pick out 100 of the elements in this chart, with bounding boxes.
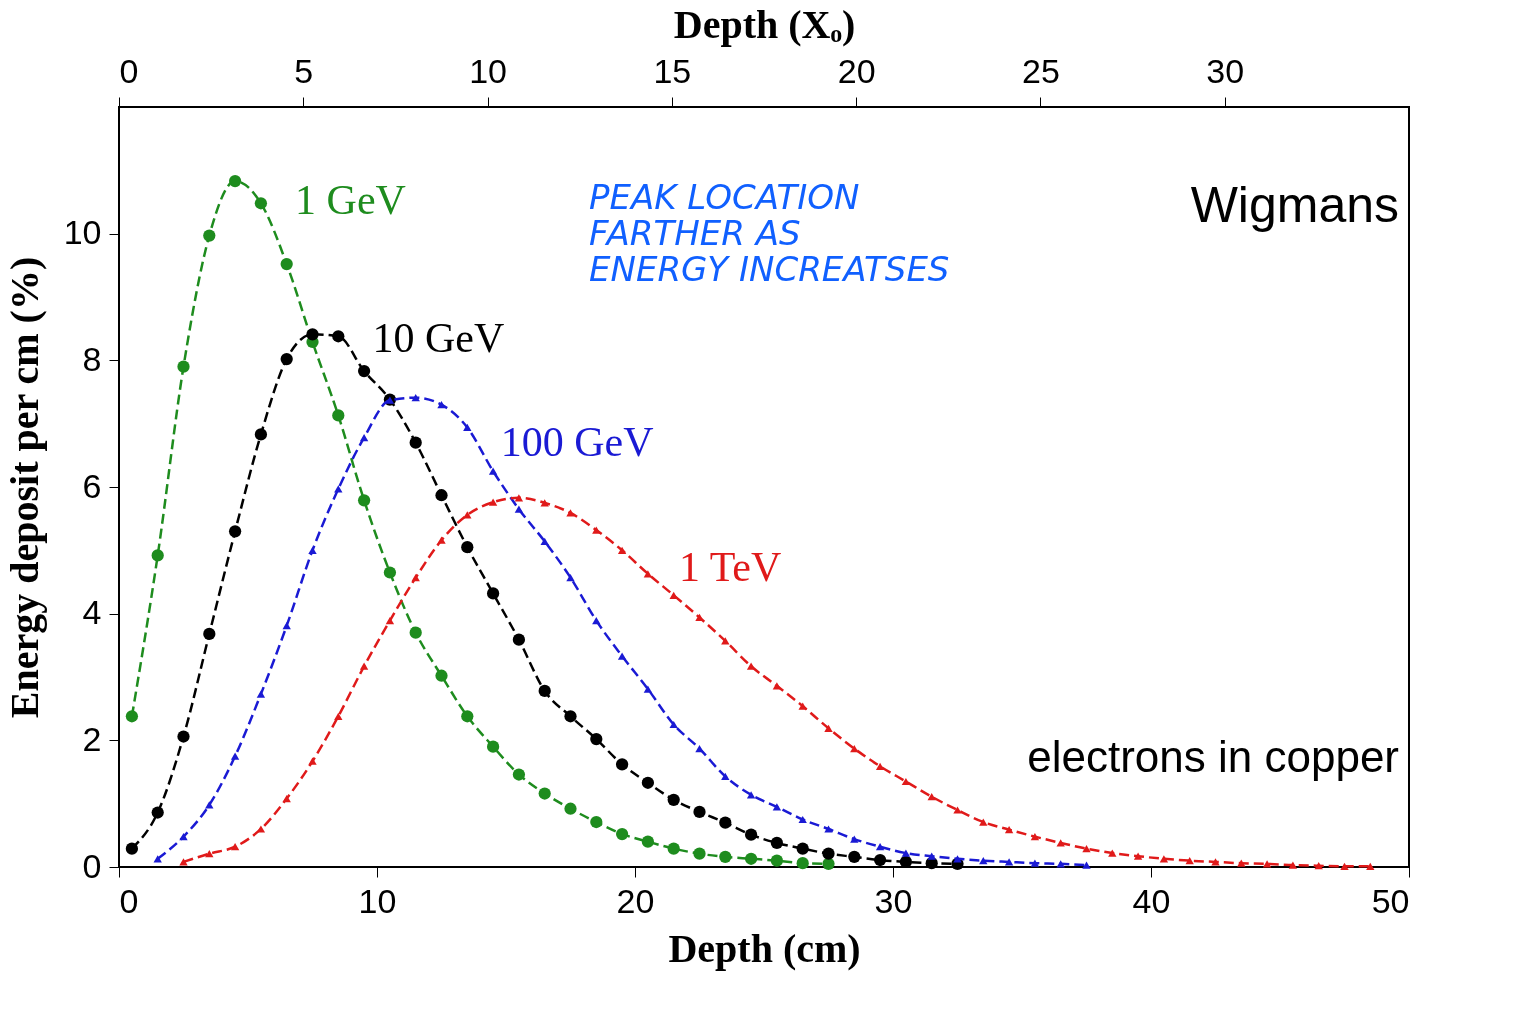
point (1108, 849, 1117, 857)
point (332, 330, 345, 343)
point (721, 772, 730, 781)
point (953, 806, 962, 814)
point (538, 787, 551, 800)
point (512, 633, 526, 646)
point (953, 855, 962, 863)
annotation: PEAK LOCATION FARTHER AS ENERGY INCREATSES (589, 177, 950, 289)
point (564, 802, 577, 815)
point (641, 776, 655, 789)
point (280, 352, 293, 366)
point (979, 818, 988, 826)
annotation: electrons in copper (1027, 732, 1399, 781)
y-tick-label: 10 (63, 213, 102, 252)
point (1185, 857, 1194, 865)
point (151, 549, 164, 562)
point (927, 852, 936, 860)
point (1133, 852, 1143, 860)
point (1262, 860, 1272, 868)
point (514, 505, 524, 513)
point (1314, 862, 1323, 870)
point (203, 627, 216, 641)
point (693, 805, 706, 819)
y-tick-label: 2 (82, 719, 102, 758)
point (435, 669, 448, 682)
y-tick-label: 4 (82, 593, 102, 632)
point (385, 617, 395, 625)
point (280, 257, 293, 271)
point (873, 853, 887, 867)
point (643, 570, 653, 578)
point (1004, 858, 1014, 866)
point (332, 409, 345, 422)
point (721, 637, 730, 645)
point (486, 740, 500, 753)
point (770, 854, 784, 867)
annotation: Wigmans (1190, 177, 1399, 233)
y-axis-title: Energy deposit per cm (%) (1, 256, 47, 719)
x-tick-label: 0 (119, 881, 139, 920)
point (254, 428, 268, 441)
point (306, 328, 319, 341)
point (153, 855, 162, 863)
point (411, 573, 420, 582)
point (617, 546, 627, 554)
point (256, 690, 266, 698)
point (824, 724, 833, 732)
point (798, 702, 807, 710)
point (437, 401, 446, 409)
point (1159, 855, 1169, 863)
point (590, 732, 603, 746)
point (151, 806, 164, 819)
point (592, 526, 601, 534)
series-label: 1 GeV (295, 177, 406, 224)
point (615, 827, 629, 841)
point (1030, 832, 1040, 841)
x2-tick-label: 25 (1022, 51, 1060, 90)
point (848, 850, 861, 863)
point (564, 710, 577, 723)
x-tick-label: 30 (874, 881, 913, 920)
point (540, 537, 549, 546)
point (901, 849, 911, 857)
x-tick-label: 10 (358, 881, 397, 920)
point (282, 794, 291, 803)
point (592, 617, 601, 625)
x2-tick-label: 20 (837, 51, 876, 90)
point (203, 229, 216, 242)
point (359, 662, 369, 670)
point (230, 752, 240, 760)
point (875, 843, 885, 851)
point (590, 815, 603, 829)
point (695, 744, 704, 753)
point (695, 613, 704, 622)
point (667, 842, 680, 855)
x2-tick-label: 15 (653, 51, 692, 90)
point (228, 525, 242, 538)
point (719, 816, 732, 829)
point (486, 587, 500, 600)
point (230, 843, 240, 851)
x2-axis-title: Depth (Xₒ) (673, 1, 856, 47)
point (538, 684, 551, 698)
y-tick-label: 0 (82, 846, 102, 885)
y-tick-label: 8 (82, 339, 102, 378)
point (850, 744, 859, 753)
point (796, 857, 809, 870)
point (566, 573, 575, 582)
point (1056, 839, 1065, 847)
point (359, 433, 369, 442)
point (409, 626, 422, 639)
point (1082, 861, 1091, 869)
point (514, 494, 524, 502)
point (746, 791, 756, 799)
x-tick-label: 50 (1371, 881, 1410, 920)
point (1211, 858, 1220, 866)
point (1030, 859, 1040, 867)
point (308, 757, 317, 765)
point (205, 801, 214, 809)
point (179, 858, 188, 866)
x2-tick-label: 10 (469, 51, 507, 90)
point (641, 835, 655, 848)
x-axis-title: Depth (cm) (668, 925, 861, 971)
point (488, 467, 498, 475)
